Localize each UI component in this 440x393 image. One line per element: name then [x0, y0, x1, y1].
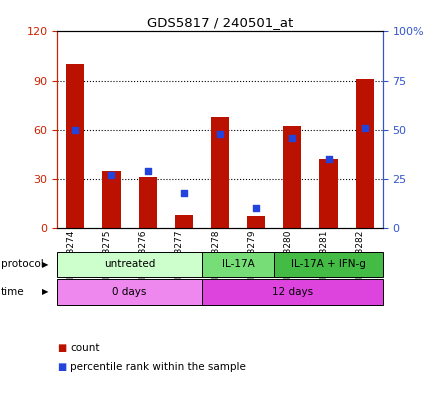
- Point: [253, 205, 260, 211]
- Text: ▶: ▶: [42, 260, 49, 268]
- Bar: [103, 171, 121, 228]
- Point: [289, 134, 296, 141]
- Text: ■: ■: [57, 362, 66, 373]
- Text: ▶: ▶: [42, 287, 49, 296]
- Bar: [283, 127, 301, 228]
- Bar: [247, 217, 265, 228]
- Point: [361, 125, 368, 131]
- Point: [144, 168, 151, 174]
- Bar: [202, 252, 274, 277]
- Text: time: time: [1, 286, 25, 297]
- Bar: [175, 215, 193, 228]
- Text: ■: ■: [57, 343, 66, 353]
- Text: untreated: untreated: [104, 259, 155, 269]
- Text: percentile rank within the sample: percentile rank within the sample: [70, 362, 246, 373]
- Text: count: count: [70, 343, 100, 353]
- Point: [180, 189, 187, 196]
- Bar: [274, 252, 383, 277]
- Bar: [319, 159, 337, 228]
- Bar: [57, 279, 202, 305]
- Bar: [356, 79, 374, 228]
- Point: [108, 172, 115, 178]
- Point: [325, 156, 332, 162]
- Text: 0 days: 0 days: [112, 287, 147, 297]
- Point: [72, 127, 79, 133]
- Bar: [139, 177, 157, 228]
- Point: [216, 130, 224, 137]
- Text: 12 days: 12 days: [272, 287, 313, 297]
- Text: protocol: protocol: [1, 259, 44, 269]
- Text: IL-17A: IL-17A: [222, 259, 254, 269]
- Bar: [57, 252, 202, 277]
- Title: GDS5817 / 240501_at: GDS5817 / 240501_at: [147, 16, 293, 29]
- Bar: [211, 117, 229, 228]
- Text: IL-17A + IFN-g: IL-17A + IFN-g: [291, 259, 366, 269]
- Bar: [202, 279, 383, 305]
- Bar: [66, 64, 84, 228]
